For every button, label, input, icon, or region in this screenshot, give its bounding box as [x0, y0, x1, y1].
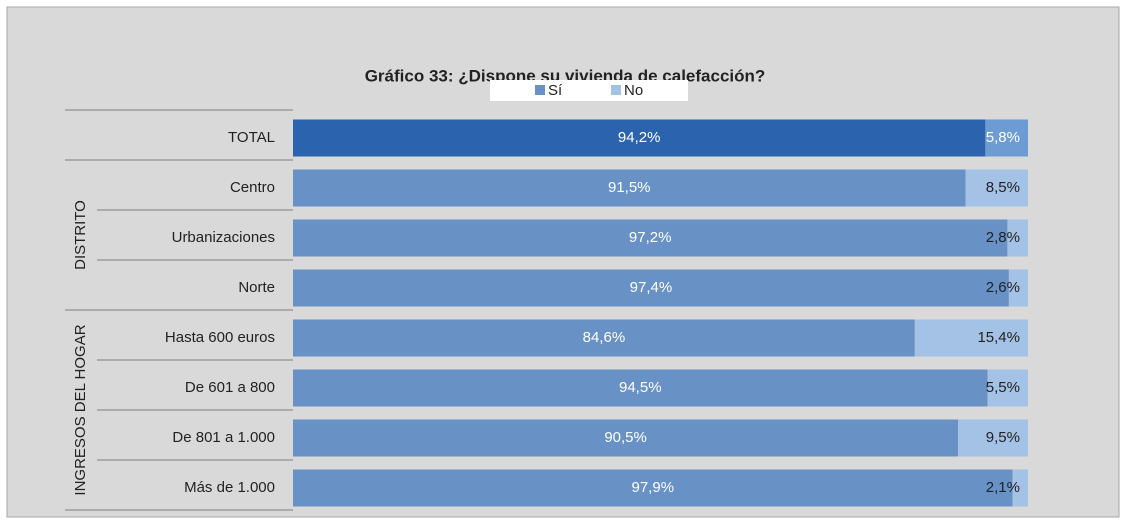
- value-label: 2,1%: [986, 479, 1020, 496]
- bar-segment: [293, 319, 915, 357]
- bar-segment: [965, 169, 1028, 207]
- group-label: INGRESOS DEL HOGAR: [72, 324, 89, 495]
- bar-segment: [293, 419, 959, 457]
- bar-segment: [987, 369, 1028, 407]
- bar-segment: [914, 319, 1028, 357]
- category-label: De 801 a 1.000: [172, 429, 275, 446]
- bar-segment: [293, 169, 966, 207]
- value-label: 90,5%: [604, 429, 647, 446]
- bar-segment: [1012, 469, 1028, 507]
- legend-swatch: [535, 85, 545, 95]
- bar-segment: [293, 469, 1013, 507]
- value-label: 84,6%: [583, 329, 626, 346]
- value-label: 9,5%: [986, 429, 1020, 446]
- bar-segment: [293, 369, 988, 407]
- value-label: 97,4%: [630, 279, 673, 296]
- category-label: TOTAL: [228, 129, 275, 146]
- value-label: 94,5%: [619, 379, 662, 396]
- value-label: 94,2%: [618, 129, 661, 146]
- value-label: 5,5%: [986, 379, 1020, 396]
- bar-segment: [293, 269, 1009, 307]
- bar-segment: [985, 119, 1028, 157]
- category-label: Hasta 600 euros: [165, 329, 275, 346]
- bar-segment: [293, 219, 1008, 257]
- legend: [490, 80, 688, 101]
- category-label: Urbanizaciones: [172, 229, 275, 246]
- value-label: 8,5%: [986, 179, 1020, 196]
- value-label: 2,6%: [986, 279, 1020, 296]
- bar-segment: [1007, 219, 1028, 257]
- legend-label: Sí: [548, 82, 563, 99]
- value-label: 97,9%: [632, 479, 675, 496]
- value-label: 91,5%: [608, 179, 651, 196]
- value-label: 2,8%: [986, 229, 1020, 246]
- legend-label: No: [624, 82, 643, 99]
- bar-segment: [958, 419, 1028, 457]
- group-label: DISTRITO: [72, 200, 89, 270]
- value-label: 5,8%: [986, 129, 1020, 146]
- category-label: De 601 a 800: [185, 379, 275, 396]
- value-label: 15,4%: [977, 329, 1020, 346]
- bar-segment: [293, 119, 986, 157]
- category-label: Norte: [238, 279, 275, 296]
- bar-segment: [1008, 269, 1028, 307]
- category-label: Más de 1.000: [184, 479, 275, 496]
- value-label: 97,2%: [629, 229, 672, 246]
- legend-swatch: [611, 85, 621, 95]
- category-label: Centro: [230, 179, 275, 196]
